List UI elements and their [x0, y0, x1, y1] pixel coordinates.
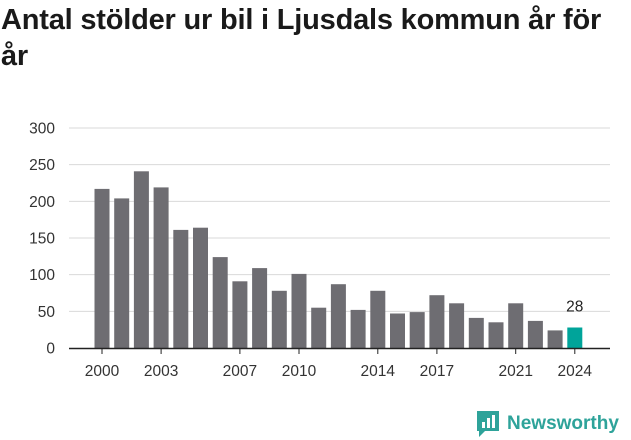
- bar-2013: [350, 309, 366, 348]
- bar-2022: [527, 320, 543, 348]
- newsworthy-logo: Newsworthy: [475, 408, 619, 440]
- bars: [69, 171, 610, 350]
- x-tick-label: 2003: [144, 363, 178, 380]
- highlight-value-label: 28: [566, 298, 583, 315]
- bar-2018: [449, 303, 465, 348]
- bar-2021: [508, 303, 524, 348]
- bar-2010: [291, 273, 307, 348]
- gridlines: [69, 127, 610, 312]
- data-labels: 28: [566, 298, 583, 315]
- x-tick-label: 2017: [420, 363, 454, 380]
- y-tick-label: 250: [29, 157, 55, 174]
- bar-2011: [311, 307, 327, 348]
- y-tick-label: 50: [38, 304, 56, 321]
- x-tick-label: 2010: [282, 363, 317, 380]
- bar-2023: [547, 330, 563, 348]
- bar-2006: [212, 257, 228, 348]
- bar-2009: [271, 290, 287, 348]
- x-tick-label: 2024: [558, 363, 593, 380]
- bar-2003: [153, 187, 169, 348]
- bar-2024: [567, 327, 583, 348]
- bar-2000: [94, 188, 110, 348]
- y-tick-label: 100: [29, 267, 55, 284]
- bar-2017: [429, 295, 445, 348]
- bar-2002: [133, 171, 149, 348]
- bar-2001: [114, 198, 130, 348]
- bar-2019: [468, 317, 484, 348]
- x-tick-label: 2007: [223, 363, 257, 380]
- x-tick-label: 2021: [498, 363, 532, 380]
- bar-2005: [193, 227, 208, 348]
- x-axis-ticks: 2000 2003 2007 2010 2014 2017 2021 2024: [85, 348, 593, 380]
- bar-2012: [330, 284, 346, 348]
- y-tick-label: 200: [29, 194, 55, 211]
- bar-2007: [232, 281, 248, 348]
- bar-2004: [173, 229, 189, 348]
- chart-title: Antal stölder ur bil i Ljusdals kommun å…: [1, 4, 602, 72]
- y-tick-label: 300: [29, 121, 55, 138]
- chart-speech-bubble-icon: [477, 411, 499, 437]
- brand-name: Newsworthy: [507, 413, 619, 434]
- y-tick-label: 0: [46, 341, 55, 358]
- x-tick-label: 2000: [85, 363, 120, 380]
- bar-2015: [390, 313, 405, 348]
- y-axis-ticks: 0 50 100 150 200 250 300: [29, 121, 55, 358]
- bar-2014: [370, 290, 386, 348]
- bar-2020: [488, 322, 504, 348]
- y-tick-label: 150: [29, 231, 55, 248]
- bar-2016: [409, 312, 425, 348]
- bar-2008: [252, 268, 268, 348]
- x-tick-label: 2014: [361, 363, 396, 380]
